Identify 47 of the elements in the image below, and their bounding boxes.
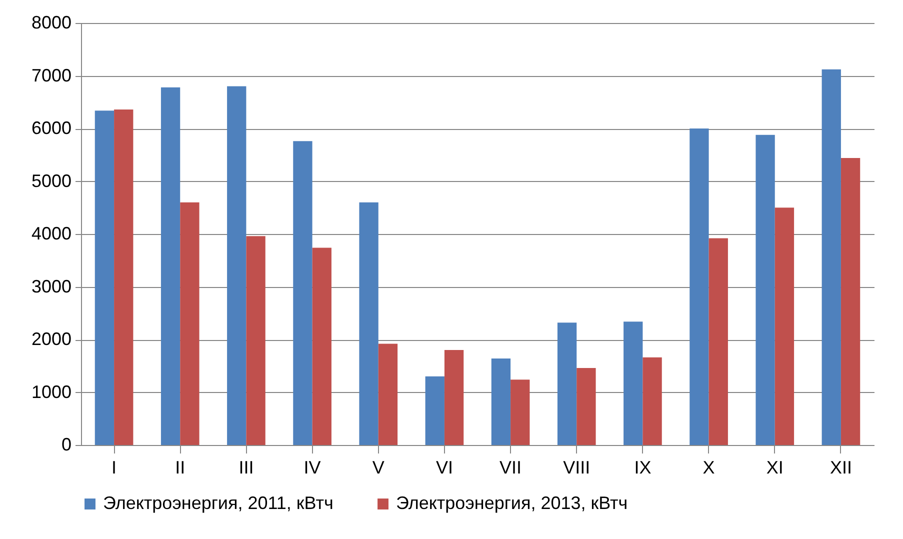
legend-label: Электроэнергия, 2011, кВтч bbox=[103, 493, 334, 513]
x-tick-label: XI bbox=[766, 458, 784, 478]
x-tick-label: IX bbox=[634, 458, 652, 478]
y-tick-label: 5000 bbox=[31, 170, 72, 191]
bar bbox=[94, 110, 114, 445]
x-tick-label: IV bbox=[304, 458, 321, 478]
x-tick-label: VII bbox=[500, 458, 522, 478]
bar bbox=[774, 208, 794, 445]
x-tick-label: II bbox=[175, 458, 186, 478]
bar bbox=[293, 141, 312, 445]
y-tick-label: 1000 bbox=[31, 382, 72, 402]
x-tick-label: V bbox=[372, 458, 384, 478]
y-tick-label: 2000 bbox=[31, 329, 72, 349]
y-tick-label: 8000 bbox=[31, 12, 72, 32]
bar bbox=[425, 376, 444, 445]
bar bbox=[557, 322, 577, 445]
bar bbox=[840, 158, 860, 445]
x-tick-label: XII bbox=[830, 458, 852, 478]
x-tick-label: X bbox=[702, 458, 715, 478]
bar bbox=[246, 236, 266, 445]
y-tick-label: 4000 bbox=[31, 224, 72, 244]
y-tick-label: 3000 bbox=[31, 276, 72, 296]
bar bbox=[822, 69, 841, 445]
bar bbox=[642, 357, 662, 445]
legend-label: Электроэнергия, 2013, кВтч bbox=[396, 493, 628, 513]
bar bbox=[756, 134, 775, 445]
bar bbox=[359, 202, 378, 445]
x-tick-label: VIII bbox=[563, 458, 590, 478]
bar bbox=[624, 322, 643, 445]
x-tick-label: I bbox=[112, 458, 117, 478]
bar bbox=[312, 248, 332, 445]
bar bbox=[444, 350, 464, 445]
x-tick-label: VI bbox=[436, 458, 453, 478]
bar bbox=[114, 110, 134, 445]
bar bbox=[180, 202, 200, 445]
bar bbox=[227, 86, 246, 445]
x-tick-label: III bbox=[238, 458, 254, 478]
bar bbox=[378, 344, 398, 445]
bar bbox=[491, 358, 511, 445]
bar bbox=[690, 128, 709, 445]
y-tick-label: 6000 bbox=[31, 118, 72, 138]
bar bbox=[576, 368, 596, 445]
y-tick-label: 7000 bbox=[31, 65, 72, 86]
bar bbox=[510, 380, 530, 445]
y-tick-label: 0 bbox=[61, 434, 72, 454]
bar bbox=[708, 238, 728, 445]
bar bbox=[160, 87, 180, 445]
